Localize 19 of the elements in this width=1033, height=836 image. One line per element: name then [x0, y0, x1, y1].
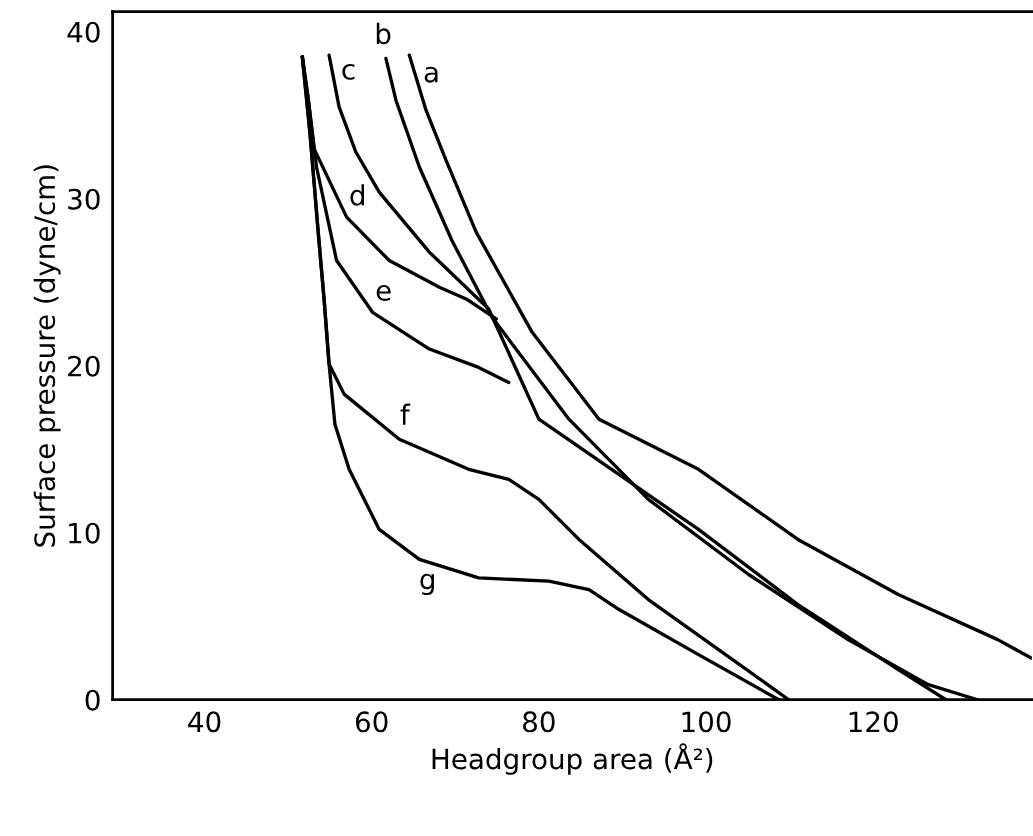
series-label: c [342, 63, 355, 80]
x-tick-label: 60 [355, 711, 388, 733]
x-tick-label: 120 [849, 711, 898, 733]
series-label: a [424, 66, 438, 83]
series-label: e [376, 284, 391, 301]
x-axis-title: Headgroup area (Å²) [432, 743, 713, 775]
x-tick-label: 80 [523, 711, 555, 733]
series-label: b [376, 22, 391, 45]
y-tick-label: 40 [67, 21, 100, 43]
y-tick-label: 10 [69, 522, 100, 544]
series-label: d [350, 184, 365, 206]
y-tick-label: 30 [68, 188, 100, 210]
x-tick-label: 100 [682, 711, 731, 733]
series-label: g [420, 573, 434, 596]
y-tick-label: 20 [68, 355, 100, 377]
x-tick-label: 40 [188, 711, 221, 733]
series-label: f [400, 403, 411, 425]
y-axis-title: Surface pressure (dyne/cm) [33, 165, 61, 547]
y-tick-label: 0 [85, 689, 100, 711]
